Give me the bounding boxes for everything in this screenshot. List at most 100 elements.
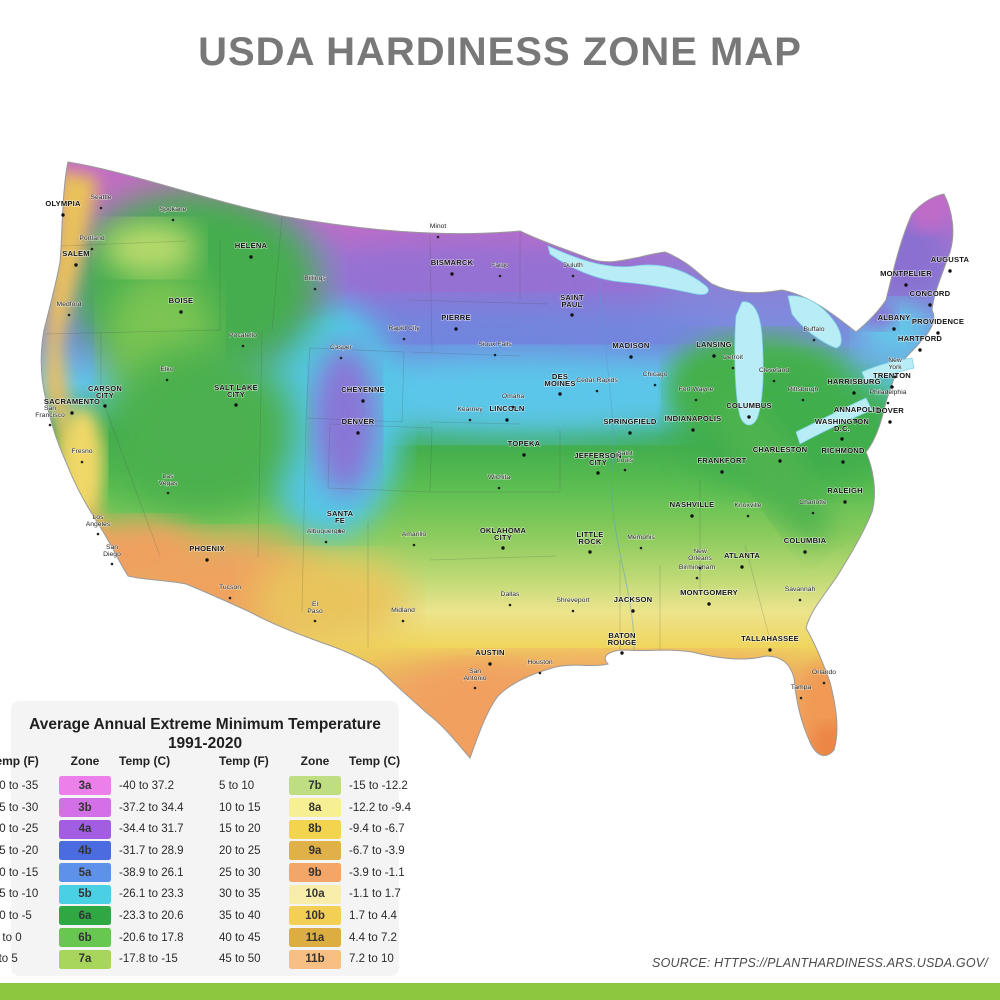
capital-label: WASHINGTON D.C.	[814, 416, 869, 441]
svg-text:BOISE: BOISE	[169, 296, 194, 305]
svg-text:Rapid City: Rapid City	[388, 325, 420, 332]
capital-label: FRANKFORT	[697, 455, 747, 474]
legend-header: Temp (F) Zone Temp (C)	[219, 754, 421, 768]
temp-f-range: -30 to -25	[0, 823, 39, 836]
svg-text:SPRINGFIELD: SPRINGFIELD	[603, 417, 657, 426]
temp-c-range: -20.6 to 17.8	[119, 931, 184, 944]
zone-color-chip: 4b	[59, 841, 111, 861]
capital-label: ANNAPOLIS	[833, 404, 881, 423]
svg-text:PHOENIX: PHOENIX	[189, 544, 225, 553]
legend-row: -30 to -25 4a -34.4 to 31.7	[0, 818, 191, 840]
svg-text:CONCORD: CONCORD	[910, 289, 951, 298]
temp-f-range: -15 to -10	[0, 888, 39, 901]
legend-title: Average Annual Extreme Minimum Temperatu…	[29, 716, 381, 733]
zone-color-chip: 10a	[289, 884, 341, 904]
city-label: San Diego	[103, 544, 122, 566]
svg-text:Dallas: Dallas	[501, 591, 520, 598]
capital-label: DES MOINES	[544, 371, 576, 396]
temp-c-range: -6.7 to -3.9	[349, 844, 405, 857]
svg-text:CHARLESTON: CHARLESTON	[753, 445, 808, 454]
svg-text:Sioux Falls: Sioux Falls	[478, 341, 512, 348]
temp-c-range: -34.4 to 31.7	[119, 823, 184, 836]
temp-c-range: 1.7 to 4.4	[349, 909, 397, 922]
capital-label: LINCOLN	[489, 403, 525, 422]
temp-f-range: 15 to 20	[219, 823, 261, 836]
svg-text:Tucson: Tucson	[219, 584, 241, 591]
temp-c-range: -1.1 to 1.7	[349, 888, 401, 901]
temp-f-range: 10 to 15	[219, 801, 261, 814]
legend-row: -10 to -5 6a -23.3 to 20.6	[0, 905, 191, 927]
svg-text:Chicago: Chicago	[643, 371, 668, 378]
svg-text:MADISON: MADISON	[612, 341, 649, 350]
svg-text:Amarillo: Amarillo	[402, 531, 427, 538]
city-label: Kearney	[457, 406, 484, 422]
city-label: Cedar Rapids	[576, 377, 619, 393]
svg-text:COLUMBIA: COLUMBIA	[784, 536, 827, 545]
svg-text:Duluth: Duluth	[563, 262, 583, 269]
svg-text:Pittsburgh: Pittsburgh	[788, 386, 819, 393]
zone-color-chip: 3b	[59, 798, 111, 818]
capital-label: PIERRE	[441, 312, 471, 331]
zone-color-chip: 8a	[289, 798, 341, 818]
svg-text:DENVER: DENVER	[342, 417, 375, 426]
svg-text:Shreveport: Shreveport	[556, 597, 589, 604]
svg-text:Savannah: Savannah	[785, 586, 816, 593]
svg-text:Omaha: Omaha	[502, 393, 525, 400]
city-label: Dallas	[500, 591, 521, 607]
city-label: Rapid City	[388, 325, 421, 341]
svg-text:HELENA: HELENA	[235, 241, 268, 250]
temp-f-range: -40 to -35	[0, 779, 39, 792]
col-temp-f: Temp (F)	[0, 754, 39, 768]
svg-text:Midland: Midland	[391, 607, 415, 614]
temp-f-range: 35 to 40	[219, 909, 261, 922]
svg-text:Buffalo: Buffalo	[803, 326, 824, 333]
city-label: Houston	[527, 659, 553, 675]
city-label: Portland	[79, 235, 105, 251]
city-label: Pittsburgh	[787, 386, 819, 402]
temp-c-range: -26.1 to 23.3	[119, 888, 184, 901]
capital-label: PROVIDENCE	[911, 316, 964, 335]
city-label: Fort Wayne	[678, 386, 714, 402]
city-label: Midland	[391, 607, 416, 623]
capital-label: LITTLE ROCK	[576, 529, 604, 554]
capital-label: BATON ROUGE	[607, 630, 637, 655]
city-label: Pocatello	[229, 332, 258, 348]
temp-c-range: -12.2 to -9.4	[349, 801, 412, 814]
capital-label: CONCORD	[909, 288, 951, 307]
svg-text:Albuquerque: Albuquerque	[307, 528, 346, 535]
temp-f-range: -5 to 0	[0, 931, 22, 944]
legend-row: -35 to -30 3b -37.2 to 34.4	[0, 797, 191, 819]
svg-text:Casper: Casper	[330, 344, 353, 351]
legend-row: 10 to 15 8a -12.2 to -9.4	[219, 797, 421, 819]
legend-row: -20 to -15 5a -38.9 to 26.1	[0, 862, 191, 884]
zone-color-chip: 8b	[289, 819, 341, 839]
capital-label: MONTGOMERY	[680, 587, 738, 606]
city-label: Philadelphia	[869, 389, 907, 405]
svg-text:LINCOLN: LINCOLN	[489, 404, 524, 413]
temp-c-range: -31.7 to 28.9	[119, 844, 184, 857]
capital-label: DENVER	[341, 416, 375, 435]
temp-c-range: -40 to 37.2	[119, 779, 174, 792]
us-coastline	[40, 161, 954, 759]
zone-color-chip: 11a	[289, 928, 341, 948]
temp-c-range: 4.4 to 7.2	[349, 931, 397, 944]
svg-text:Pocatello: Pocatello	[229, 332, 257, 339]
capital-label: ATLANTA	[723, 550, 761, 569]
city-label: Elko	[160, 366, 174, 382]
zone-color-chip: 9b	[289, 863, 341, 883]
city-label: Fresno	[71, 448, 93, 464]
svg-text:Detroit: Detroit	[723, 354, 743, 361]
city-label: Medford	[56, 301, 82, 317]
svg-text:INDIANAPOLIS: INDIANAPOLIS	[665, 414, 722, 423]
capital-label: RICHMOND	[821, 445, 865, 464]
city-label: San Francisco	[35, 405, 65, 427]
svg-text:Portland: Portland	[79, 235, 105, 242]
legend-row: 5 to 10 7b -15 to -12.2	[219, 775, 421, 797]
